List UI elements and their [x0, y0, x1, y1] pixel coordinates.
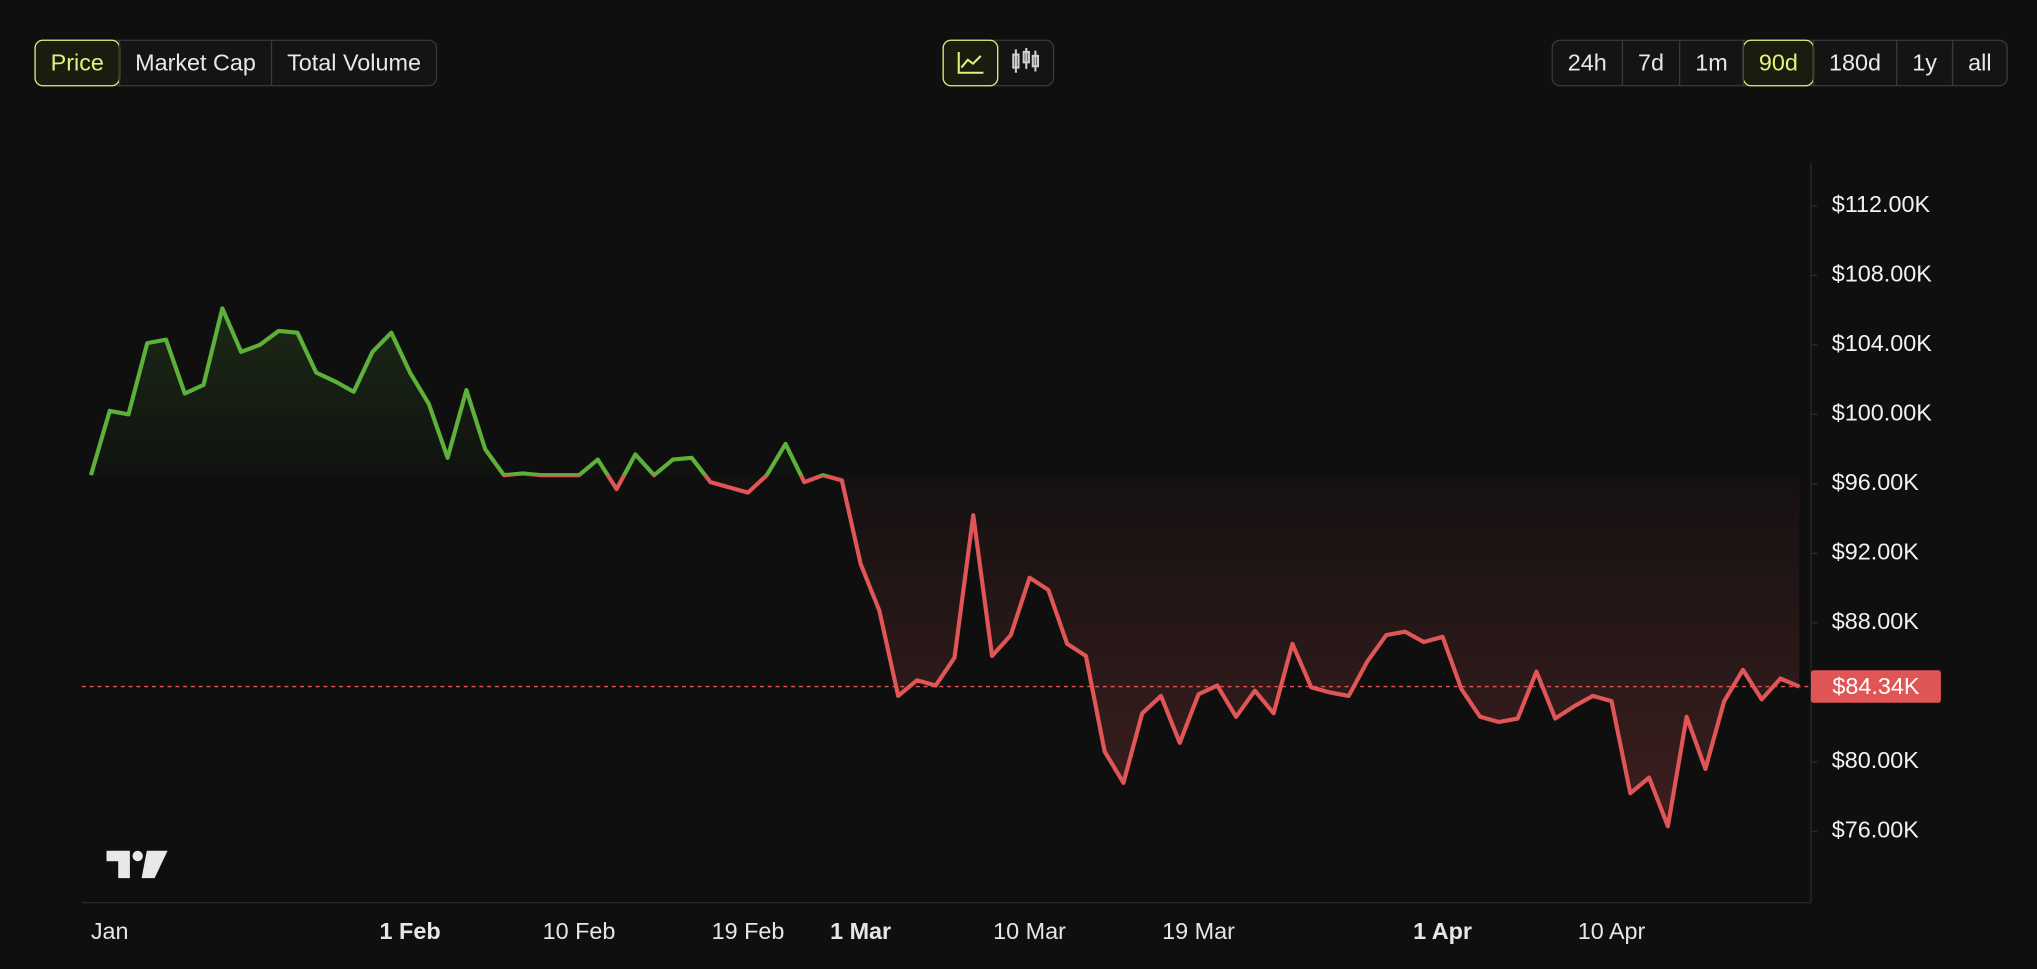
- x-tick-label: 10 Mar: [993, 918, 1066, 944]
- y-tick-label: $92.00K: [1832, 539, 1920, 565]
- price-line: [88, 306, 1801, 829]
- area: [90, 308, 1800, 827]
- x-tick-label: 19 Feb: [712, 918, 785, 944]
- x-tick-label: Jan: [91, 918, 129, 944]
- line-chart-button[interactable]: [942, 39, 999, 87]
- x-tick-label: 10 Feb: [543, 918, 616, 944]
- tab-label[interactable]: 7d: [1638, 49, 1664, 75]
- x-tick-label: 1 Mar: [830, 918, 891, 944]
- y-tick-label: $76.00K: [1832, 817, 1920, 843]
- tab-label[interactable]: 24h: [1568, 49, 1607, 75]
- tab-label[interactable]: all: [1968, 49, 1991, 75]
- tab-label[interactable]: 1y: [1912, 49, 1937, 75]
- tab-group: Price Market Cap Total Volume: [34, 39, 438, 87]
- tab-label[interactable]: 1m: [1695, 49, 1727, 75]
- current-price-badge: [1810, 670, 1941, 703]
- y-tick-label: $88.00K: [1832, 608, 1920, 634]
- tab-label[interactable]: Price: [51, 49, 104, 75]
- x-tick-label: 1 Apr: [1413, 918, 1472, 944]
- tab-label[interactable]: Total Volume: [287, 49, 421, 75]
- current-price-label: $84.34K: [1832, 673, 1920, 699]
- x-tick-label: 1 Feb: [380, 918, 441, 944]
- y-tick-label: $112.00K: [1832, 191, 1931, 217]
- candle-chart-button[interactable]: [1012, 48, 1040, 73]
- chart-type-toggle: [942, 39, 1055, 87]
- tab-label[interactable]: 90d: [1759, 49, 1798, 75]
- y-tick-label: $104.00K: [1832, 330, 1933, 356]
- tab-label[interactable]: Market Cap: [135, 49, 256, 75]
- y-tick-label: $100.00K: [1832, 400, 1933, 426]
- y-tick-label: $96.00K: [1832, 469, 1920, 495]
- y-tick-label: $80.00K: [1832, 747, 1920, 773]
- tab-group: 24h 7d 1m 90d 180d 1y all: [1551, 39, 2008, 87]
- line-chart-icon: [957, 51, 984, 74]
- y-tick-label: $108.00K: [1832, 261, 1933, 287]
- tab-label[interactable]: 180d: [1829, 49, 1881, 75]
- x-tick-label: 19 Mar: [1162, 918, 1235, 944]
- logo: [106, 850, 168, 879]
- x-tick-label: 10 Apr: [1578, 918, 1646, 944]
